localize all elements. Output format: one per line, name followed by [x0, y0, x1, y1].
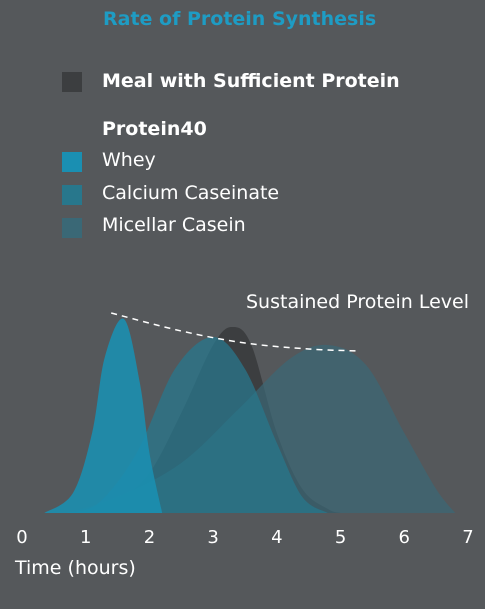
x-tick-label: 7 [462, 527, 473, 548]
x-tick-label: 2 [144, 527, 155, 548]
x-tick-label: 5 [335, 527, 346, 548]
chart-areas [44, 318, 456, 513]
x-tick-label: 3 [207, 527, 218, 548]
legend-label-whey: Whey [102, 149, 156, 171]
chart-title: Rate of Protein Synthesis [103, 8, 377, 30]
sustained-level-line-group [111, 312, 360, 352]
legend-swatch-micellar-casein [62, 218, 82, 238]
legend-label-micellar-casein: Micellar Casein [102, 214, 246, 236]
legend-swatch-calcium-caseinate [62, 185, 82, 205]
x-axis-label: Time (hours) [15, 557, 136, 579]
area-whey [44, 318, 163, 513]
legend-swatch-meal [62, 72, 82, 92]
x-tick-label: 6 [399, 527, 410, 548]
x-tick-label: 0 [16, 527, 27, 548]
x-tick-label: 4 [271, 527, 282, 548]
sustained-level-annotation: Sustained Protein Level [246, 291, 469, 313]
sustained-level-line [111, 312, 360, 352]
x-axis-ticks: 0 1 2 3 4 5 6 7 [16, 527, 473, 548]
legend-group-label: Protein40 [102, 118, 207, 140]
x-tick-label: 1 [80, 527, 91, 548]
legend-label-meal: Meal with Sufficient Protein [102, 70, 400, 92]
legend-label-calcium-caseinate: Calcium Caseinate [102, 182, 280, 204]
legend-swatch-whey [62, 152, 82, 172]
